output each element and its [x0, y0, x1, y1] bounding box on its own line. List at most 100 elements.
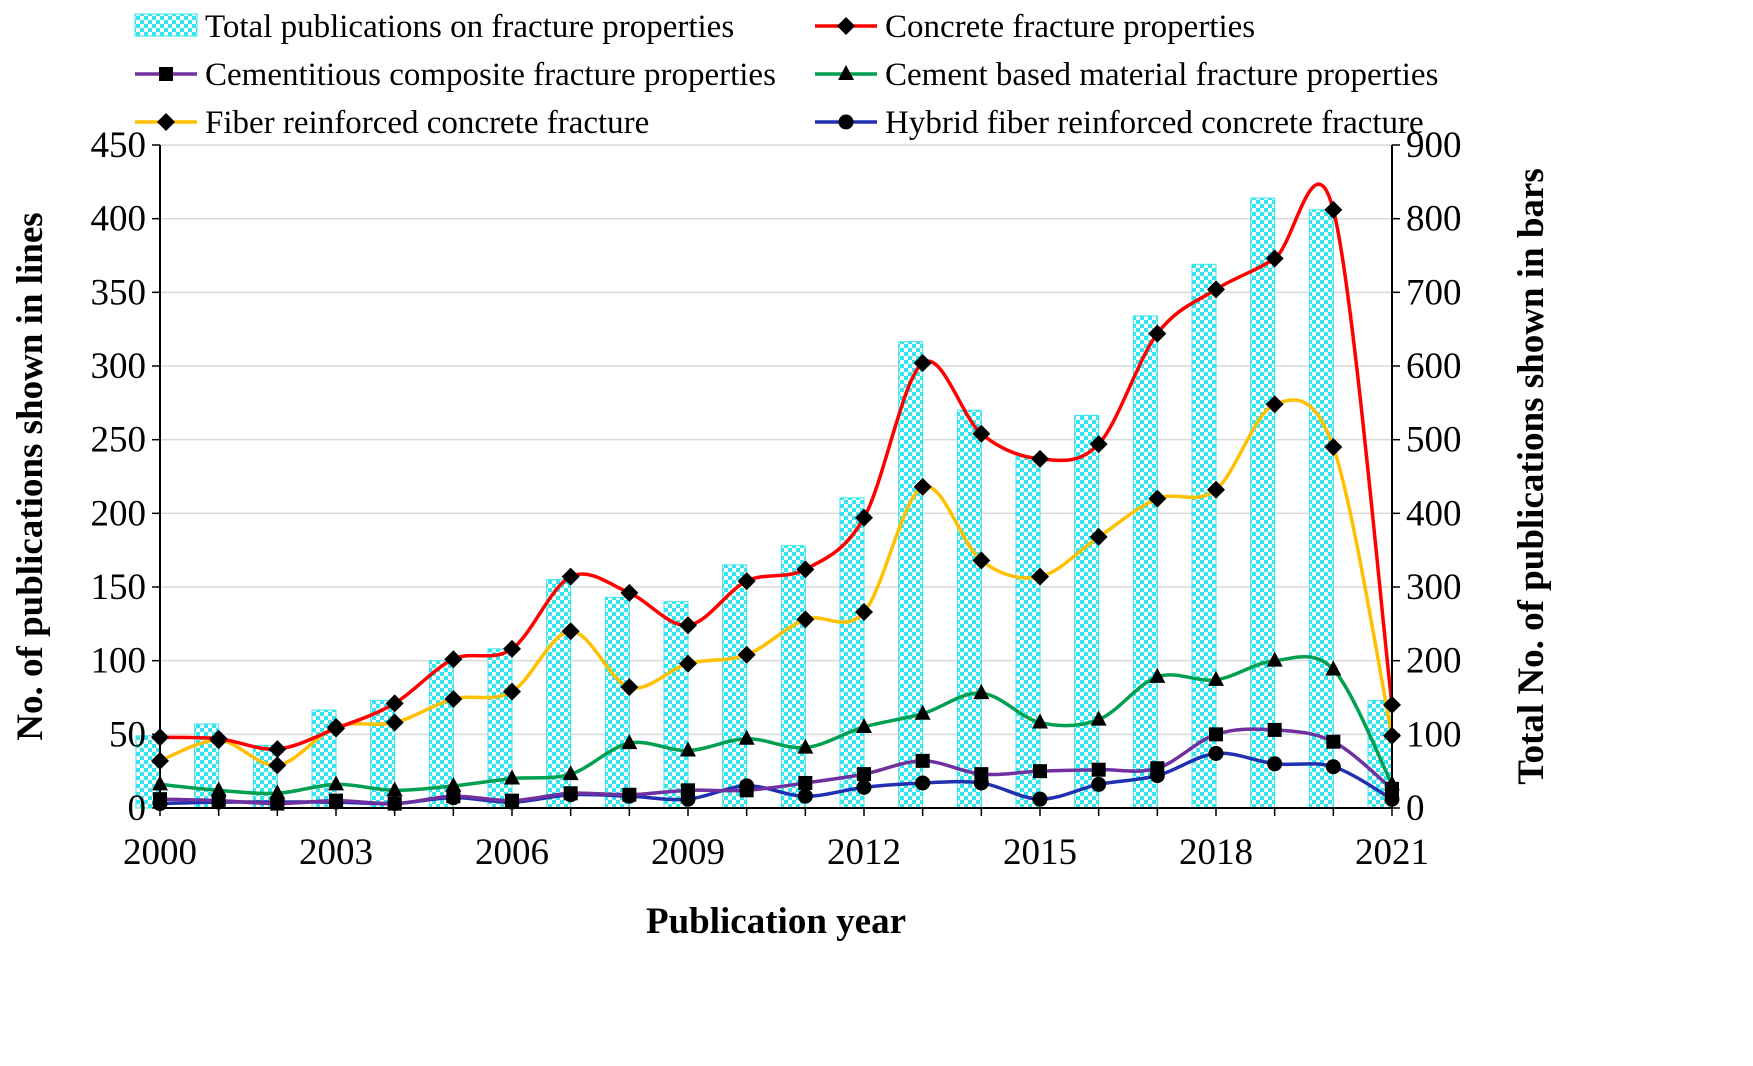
legend-label: Cement based material fracture propertie…: [885, 57, 1438, 93]
y-left-tick-label: 250: [91, 420, 147, 461]
bar: [898, 341, 924, 809]
series-point: [856, 717, 872, 733]
y-right-tick-label: 900: [1406, 125, 1462, 166]
x-tick-label: 2015: [1003, 832, 1077, 873]
bar: [1191, 263, 1217, 809]
series-point: [1031, 449, 1049, 468]
series-line: [159, 727, 1394, 806]
series-point: [974, 767, 989, 782]
series-point: [328, 775, 344, 791]
y-left-tick-label: 300: [91, 346, 147, 387]
legend-label: Concrete fracture properties: [885, 9, 1255, 45]
series-point: [798, 775, 813, 790]
y-left-tick-label: 0: [128, 788, 147, 829]
series-point: [1091, 762, 1106, 777]
series-point: [1326, 734, 1341, 749]
series-point: [211, 793, 226, 808]
series-point: [797, 738, 814, 754]
legend-entry-2: Cement based material fracture propertie…: [815, 57, 1438, 93]
series-point: [915, 775, 931, 791]
line-series-1: [153, 722, 1399, 811]
series-point: [386, 781, 403, 797]
series-point: [1324, 438, 1343, 457]
legend-entry-4: Hybrid fiber reinforced concrete fractur…: [815, 105, 1424, 141]
legend-marker: [838, 114, 854, 130]
series-point: [856, 779, 872, 795]
y-right-tick-label: 200: [1406, 641, 1462, 682]
gridlines: [160, 144, 1392, 736]
series-point: [1089, 527, 1108, 546]
series-point: [1033, 764, 1047, 779]
series-point: [1265, 395, 1284, 414]
series-point: [444, 650, 463, 669]
series-point: [737, 572, 756, 591]
legend-entry-3: Fiber reinforced concrete fracture: [135, 105, 649, 141]
bar: [780, 545, 806, 809]
y-left-tick-label: 50: [109, 714, 146, 755]
series-point: [1149, 667, 1166, 683]
x-tick-label: 2012: [827, 832, 901, 873]
series-point: [268, 740, 287, 759]
x-tick-label: 2009: [651, 832, 725, 873]
series-point: [857, 767, 871, 782]
bar: [663, 601, 689, 809]
series-point: [329, 793, 343, 808]
y-right-tick-label: 300: [1406, 567, 1462, 608]
series-point: [505, 793, 519, 808]
series-point: [972, 551, 991, 570]
series-point: [269, 784, 286, 800]
series-point: [679, 654, 697, 673]
line-series-3: [151, 395, 1401, 775]
line-series-2: [152, 651, 1400, 800]
axes: 0 50 100 150 200 250 300 350 400 450 0 100 200 300 400…: [91, 125, 1462, 873]
legend-marker: [837, 17, 855, 35]
series-point: [561, 567, 580, 586]
bar: [722, 564, 748, 809]
series-point: [503, 682, 521, 701]
series-point: [504, 769, 520, 785]
legend-marker: [159, 67, 173, 81]
series-point: [739, 783, 754, 798]
series-point: [855, 603, 873, 622]
legend-swatch-bars: [134, 13, 198, 37]
y-left-tick-label: 450: [91, 125, 147, 166]
series-point: [1089, 435, 1108, 454]
series-point: [1091, 776, 1107, 792]
bar: [1074, 414, 1100, 809]
legend-label: Cementitious composite fracture properti…: [205, 57, 776, 93]
series-point: [1267, 756, 1283, 772]
y-right-tick-label: 600: [1406, 346, 1462, 387]
series-point: [620, 583, 639, 602]
series-point: [1148, 324, 1167, 343]
series-point: [681, 783, 695, 798]
legend-label: Hybrid fiber reinforced concrete fractur…: [885, 105, 1424, 141]
series-point: [1090, 710, 1107, 726]
series-point: [1266, 651, 1283, 667]
x-tick-label: 2003: [299, 832, 373, 873]
series-point: [914, 704, 931, 720]
y-right-tick-label: 400: [1406, 493, 1462, 534]
legend-entry-bars: Total publications on fracture propertie…: [134, 9, 734, 45]
bar: [1308, 209, 1334, 809]
series-point: [446, 789, 461, 804]
series-point: [1325, 759, 1341, 775]
legend: Total publications on fracture propertie…: [134, 9, 1438, 141]
series-point: [327, 719, 345, 738]
series-point: [562, 765, 579, 781]
series-point: [1324, 200, 1343, 219]
y-right-tick-label: 100: [1406, 714, 1462, 755]
series-point: [622, 787, 637, 802]
series-point: [913, 354, 932, 373]
bar: [1015, 456, 1041, 809]
bar: [604, 596, 630, 809]
series-point: [913, 477, 932, 496]
series-point: [796, 610, 815, 629]
series-point: [1208, 745, 1224, 761]
series-point: [561, 622, 580, 641]
series-point: [738, 729, 755, 745]
series-point: [1207, 280, 1225, 299]
series-point: [563, 786, 578, 801]
y-right-tick-label: 700: [1406, 272, 1462, 313]
y-axis-left-title: No. of publications shown in lines: [10, 212, 51, 740]
series-point: [972, 424, 991, 443]
